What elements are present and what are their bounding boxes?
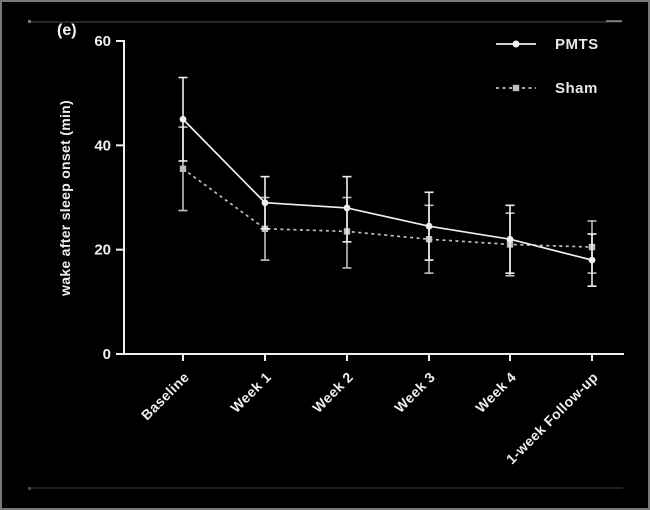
bottom-artifact-dot <box>28 487 31 490</box>
pmts-data-point <box>425 222 433 230</box>
square-marker-icon <box>512 84 520 92</box>
y-tick-label: 20 <box>94 242 111 259</box>
y-tick-label: 0 <box>103 346 111 363</box>
legend: PMTS Sham <box>496 36 599 97</box>
legend-item-pmts: PMTS <box>496 36 599 53</box>
pmts-data-point <box>179 115 187 123</box>
pmts-data-point <box>343 204 351 212</box>
top-artifact-dot <box>28 20 31 23</box>
legend-label-pmts: PMTS <box>555 36 599 53</box>
pmts-data-point <box>506 235 514 243</box>
y-axis-title: wake after sleep onset (min) <box>57 100 73 297</box>
sham-series-line <box>182 168 593 248</box>
y-tick-label: 40 <box>94 137 111 154</box>
legend-label-sham: Sham <box>555 80 598 97</box>
axes <box>123 40 624 355</box>
pmts-data-point <box>261 199 269 207</box>
panel-label: (e) <box>57 22 77 39</box>
pmts-data-point <box>588 256 596 264</box>
sham-data-point <box>179 165 187 173</box>
pmts-series-line <box>182 118 593 261</box>
circle-marker-icon <box>512 40 520 48</box>
y-tick-label: 60 <box>94 33 111 50</box>
legend-item-sham: Sham <box>496 80 598 97</box>
